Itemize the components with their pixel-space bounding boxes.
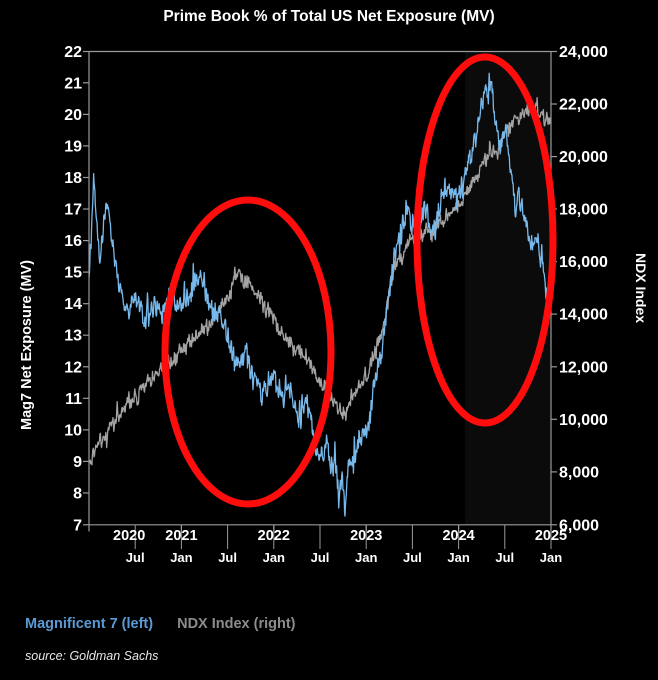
svg-text:16,000: 16,000 bbox=[559, 254, 608, 271]
svg-text:Jan: Jan bbox=[170, 550, 192, 565]
svg-text:12,000: 12,000 bbox=[559, 359, 608, 376]
svg-text:2023: 2023 bbox=[350, 528, 382, 544]
svg-text:7: 7 bbox=[73, 517, 82, 534]
svg-text:18,000: 18,000 bbox=[559, 202, 608, 219]
svg-text:16: 16 bbox=[64, 233, 82, 250]
svg-text:10,000: 10,000 bbox=[559, 412, 608, 429]
svg-text:Jan: Jan bbox=[355, 550, 377, 565]
svg-text:2021: 2021 bbox=[165, 528, 197, 544]
svg-text:18: 18 bbox=[64, 170, 82, 187]
svg-text:8: 8 bbox=[73, 486, 82, 503]
svg-text:22: 22 bbox=[64, 44, 82, 61]
svg-text:2020: 2020 bbox=[113, 528, 145, 544]
svg-text:21: 21 bbox=[64, 75, 82, 92]
svg-text:Jan: Jan bbox=[447, 550, 469, 565]
svg-text:Mag7 Net Exposure (MV): Mag7 Net Exposure (MV) bbox=[19, 260, 35, 430]
svg-text:Jan: Jan bbox=[540, 550, 562, 565]
svg-text:Jul: Jul bbox=[126, 550, 145, 565]
svg-text:13: 13 bbox=[64, 328, 82, 345]
svg-text:10: 10 bbox=[64, 422, 82, 439]
svg-text:24,000: 24,000 bbox=[559, 44, 608, 61]
svg-text:19: 19 bbox=[64, 138, 82, 155]
svg-text:Jul: Jul bbox=[311, 550, 330, 565]
svg-text:14,000: 14,000 bbox=[559, 307, 608, 324]
svg-text:Jan: Jan bbox=[263, 550, 285, 565]
svg-text:12: 12 bbox=[64, 359, 82, 376]
svg-text:9: 9 bbox=[73, 454, 82, 471]
svg-text:NDX Index: NDX Index bbox=[633, 253, 649, 323]
svg-text:Jul: Jul bbox=[403, 550, 422, 565]
svg-text:Jul: Jul bbox=[218, 550, 237, 565]
svg-text:20: 20 bbox=[64, 107, 82, 124]
svg-text:2024: 2024 bbox=[442, 528, 474, 544]
svg-text:8,000: 8,000 bbox=[559, 464, 599, 481]
svg-text:22,000: 22,000 bbox=[559, 97, 608, 114]
svg-text:15: 15 bbox=[64, 265, 82, 282]
svg-text:17: 17 bbox=[64, 202, 82, 219]
svg-text:14: 14 bbox=[64, 296, 82, 313]
svg-text:Jul: Jul bbox=[495, 550, 514, 565]
svg-text:11: 11 bbox=[65, 391, 82, 408]
svg-text:2022: 2022 bbox=[258, 528, 290, 544]
svg-text:2025: 2025 bbox=[535, 528, 567, 544]
svg-text:20,000: 20,000 bbox=[559, 149, 608, 166]
